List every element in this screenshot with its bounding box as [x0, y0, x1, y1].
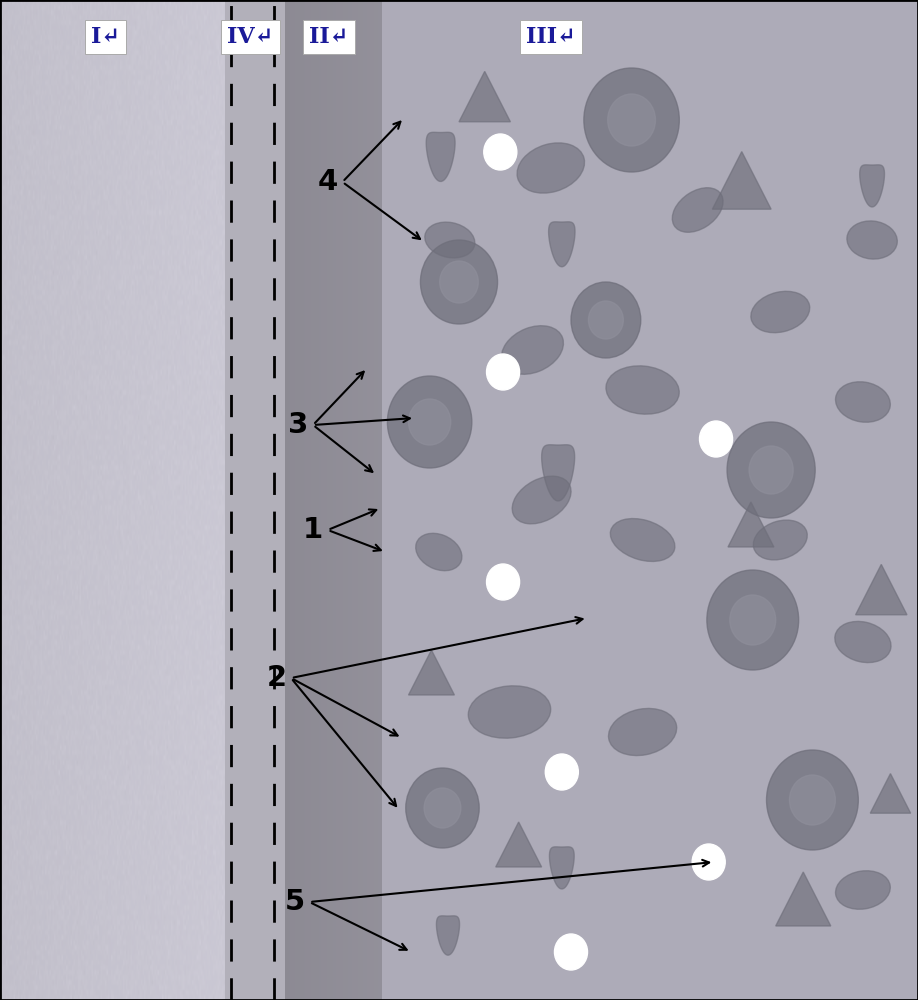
Circle shape: [700, 421, 733, 457]
Circle shape: [406, 768, 479, 848]
Polygon shape: [496, 822, 542, 867]
Ellipse shape: [468, 686, 551, 738]
Polygon shape: [728, 502, 774, 547]
Circle shape: [778, 762, 847, 838]
Text: 3: 3: [288, 411, 308, 439]
Polygon shape: [776, 872, 831, 926]
Polygon shape: [860, 165, 884, 207]
Bar: [225, 0, 285, 1000]
Circle shape: [596, 81, 667, 159]
Circle shape: [424, 788, 461, 828]
Circle shape: [554, 934, 588, 970]
Text: 2: 2: [266, 664, 286, 692]
Circle shape: [420, 240, 498, 324]
Circle shape: [387, 376, 472, 468]
Ellipse shape: [835, 382, 890, 422]
Ellipse shape: [501, 326, 564, 374]
Ellipse shape: [610, 519, 675, 561]
Circle shape: [398, 387, 462, 456]
Polygon shape: [550, 847, 574, 889]
Circle shape: [767, 750, 858, 850]
Text: IV↵: IV↵: [228, 26, 274, 48]
Circle shape: [727, 422, 815, 518]
Ellipse shape: [754, 520, 807, 560]
Circle shape: [440, 261, 478, 303]
Circle shape: [487, 354, 520, 390]
Polygon shape: [542, 445, 575, 501]
Ellipse shape: [606, 366, 679, 414]
Circle shape: [484, 134, 517, 170]
Ellipse shape: [425, 222, 475, 258]
Ellipse shape: [609, 708, 677, 756]
Polygon shape: [856, 564, 907, 615]
Ellipse shape: [835, 871, 890, 909]
Circle shape: [580, 292, 633, 349]
Circle shape: [749, 446, 793, 494]
Ellipse shape: [517, 143, 585, 193]
Polygon shape: [409, 650, 454, 695]
Circle shape: [789, 775, 835, 825]
Polygon shape: [549, 222, 575, 267]
Text: 5: 5: [285, 888, 305, 916]
Ellipse shape: [512, 476, 571, 524]
Circle shape: [608, 94, 655, 146]
Circle shape: [738, 434, 804, 506]
Circle shape: [487, 564, 520, 600]
Ellipse shape: [751, 291, 810, 333]
Circle shape: [730, 595, 776, 645]
Ellipse shape: [416, 533, 462, 571]
Ellipse shape: [834, 621, 891, 663]
Circle shape: [588, 301, 623, 339]
Polygon shape: [712, 152, 771, 209]
Circle shape: [409, 399, 451, 445]
Polygon shape: [459, 71, 510, 122]
Circle shape: [571, 282, 641, 358]
Text: II↵: II↵: [309, 26, 348, 48]
Ellipse shape: [847, 221, 897, 259]
Text: I↵: I↵: [91, 26, 120, 48]
Polygon shape: [426, 132, 455, 181]
Circle shape: [719, 582, 788, 658]
Circle shape: [430, 250, 488, 314]
Polygon shape: [870, 774, 911, 813]
Circle shape: [545, 754, 578, 790]
Text: 4: 4: [318, 168, 338, 196]
Text: III↵: III↵: [526, 26, 576, 48]
Text: 1: 1: [303, 516, 323, 544]
Bar: [381, 0, 918, 1000]
Circle shape: [584, 68, 679, 172]
Ellipse shape: [672, 188, 723, 232]
Polygon shape: [436, 916, 460, 955]
Circle shape: [415, 778, 470, 838]
Circle shape: [692, 844, 725, 880]
Circle shape: [707, 570, 799, 670]
